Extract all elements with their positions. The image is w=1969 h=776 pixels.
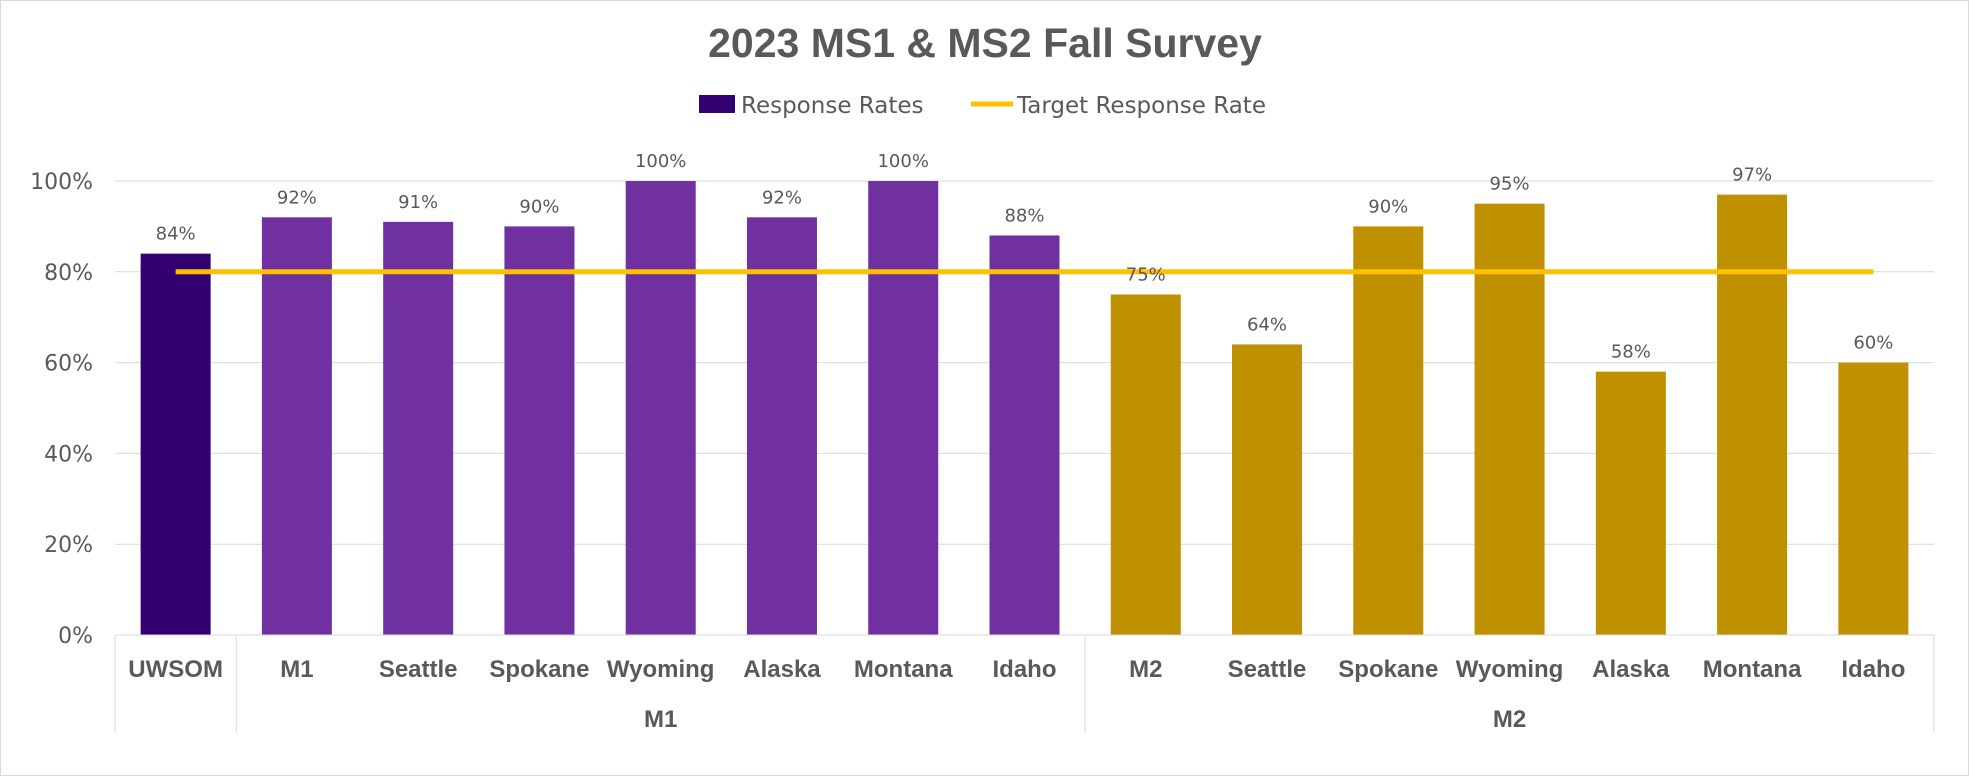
- category-label: Wyoming: [607, 656, 715, 683]
- bar: [1353, 226, 1424, 635]
- category-label: Spokane: [1338, 656, 1438, 683]
- data-label: 95%: [1490, 174, 1530, 195]
- legend-swatch-response-rates: [699, 95, 735, 113]
- data-label: 58%: [1611, 342, 1651, 363]
- bar: [625, 181, 696, 635]
- bar: [1838, 362, 1909, 635]
- data-label: 97%: [1732, 165, 1772, 186]
- data-label: 64%: [1247, 314, 1287, 335]
- y-tick-label: 60%: [44, 352, 93, 377]
- legend-label-response-rates: Response Rates: [741, 93, 924, 119]
- category-label: Seattle: [1228, 656, 1307, 683]
- bar: [1110, 294, 1181, 635]
- y-tick-label: 0%: [58, 624, 93, 649]
- data-labels: 84% 92% 91% 90% 100% 92% 100% 88% 75% 64% 90% 95% 58…: [156, 151, 1894, 363]
- bar: [261, 217, 332, 635]
- group-label: M2: [1493, 706, 1526, 733]
- data-label: 90%: [519, 196, 559, 217]
- bar: [989, 235, 1060, 636]
- data-label: 88%: [1004, 205, 1044, 226]
- bar: [1717, 194, 1788, 635]
- bar: [868, 181, 939, 635]
- bar: [1595, 371, 1666, 635]
- bar: [140, 253, 211, 635]
- category-label: M2: [1129, 656, 1162, 683]
- category-label: Wyoming: [1456, 656, 1564, 683]
- category-label: Seattle: [379, 656, 458, 683]
- y-tick-label: 20%: [44, 533, 93, 558]
- bar: [1474, 203, 1545, 635]
- y-tick-label: 40%: [44, 442, 93, 467]
- category-label: Montana: [1703, 656, 1802, 683]
- data-label: 90%: [1368, 196, 1408, 217]
- data-label: 92%: [762, 187, 802, 208]
- data-label: 91%: [398, 192, 438, 213]
- chart-title: 2023 MS1 & MS2 Fall Survey: [708, 20, 1262, 66]
- category-label: Alaska: [1592, 656, 1670, 683]
- category-label: Idaho: [1841, 656, 1905, 683]
- bar: [746, 217, 817, 635]
- bar: [1232, 344, 1303, 635]
- data-label: 60%: [1853, 333, 1893, 354]
- category-label: Spokane: [489, 656, 589, 683]
- bars: [140, 181, 1909, 636]
- bar: [383, 221, 454, 636]
- category-axis: UWSOM M1 Seattle Spokane Wyoming Alaska Montan…: [114, 634, 1935, 733]
- legend: Response Rates Target Response Rate: [699, 93, 1266, 119]
- data-label: 92%: [277, 187, 317, 208]
- y-tick-label: 100%: [30, 170, 93, 195]
- group-label: M1: [644, 706, 677, 733]
- data-label: 84%: [156, 224, 196, 245]
- data-label: 100%: [635, 151, 686, 172]
- category-label: Alaska: [743, 656, 821, 683]
- legend-label-target: Target Response Rate: [1016, 93, 1266, 119]
- category-label: M1: [280, 656, 313, 683]
- data-label: 75%: [1126, 265, 1166, 286]
- category-label: Idaho: [993, 656, 1057, 683]
- y-axis-ticks: 0% 20% 40% 60% 80% 100%: [30, 170, 93, 649]
- data-label: 100%: [877, 151, 928, 172]
- bar: [504, 226, 575, 635]
- y-tick-label: 80%: [44, 261, 93, 286]
- category-label: UWSOM: [128, 656, 223, 683]
- category-label: Montana: [854, 656, 953, 683]
